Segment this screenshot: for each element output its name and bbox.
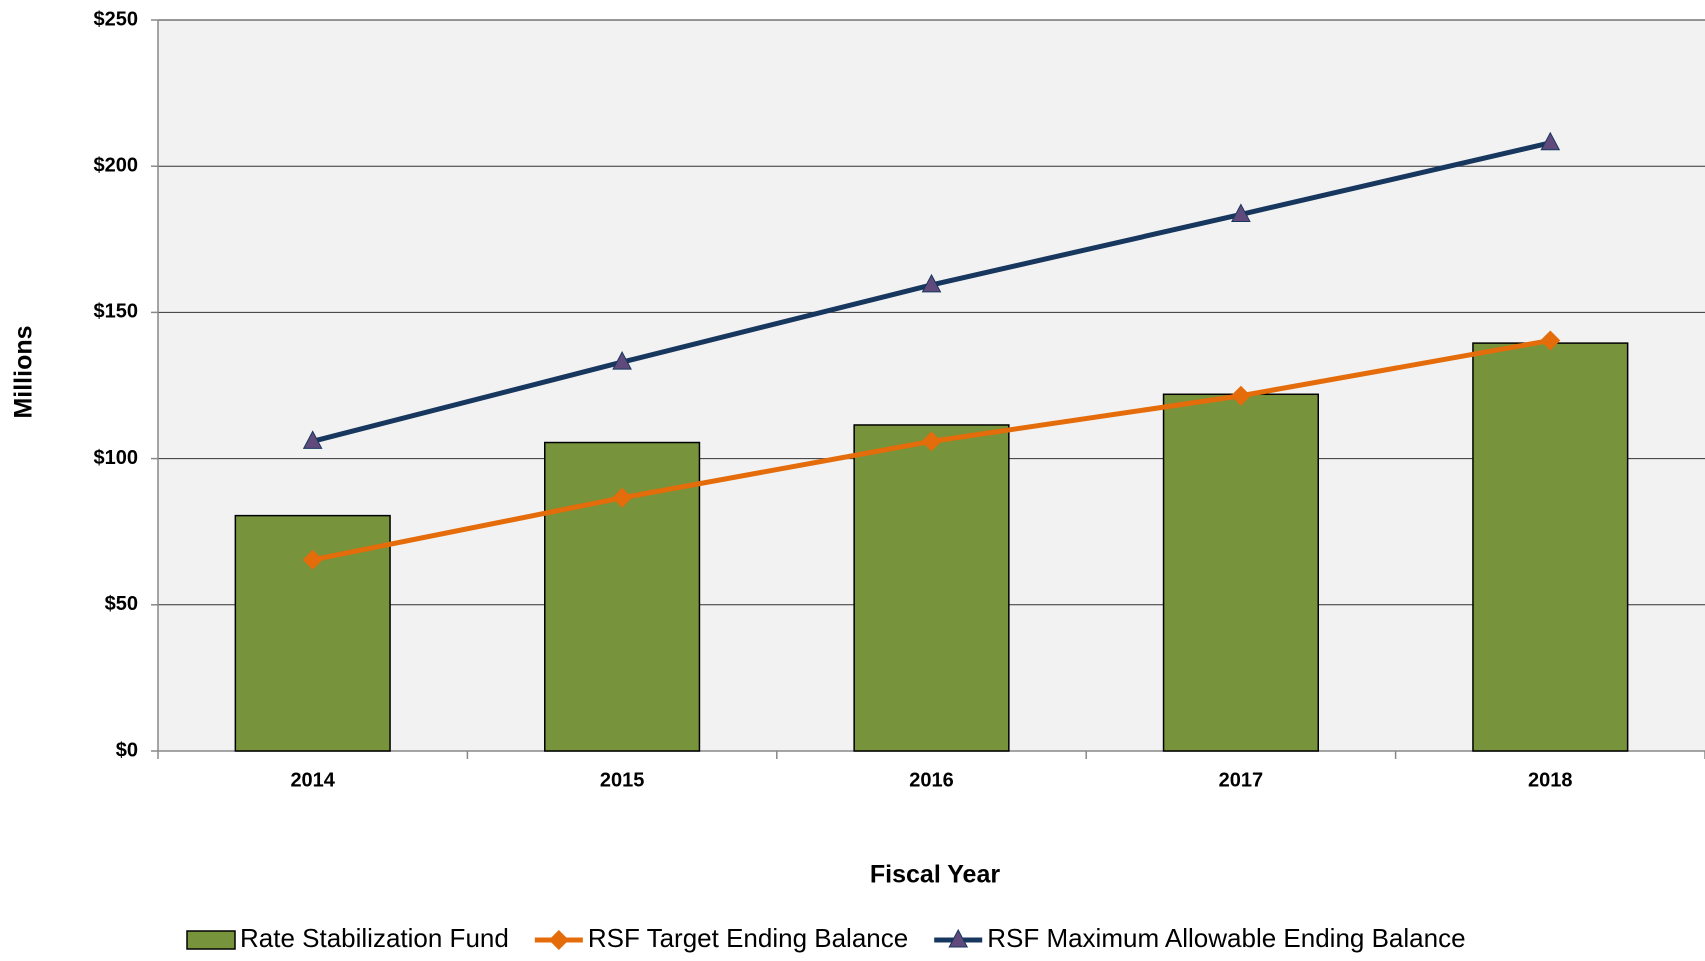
marker xyxy=(921,273,942,293)
legend-marker xyxy=(948,928,969,948)
marker xyxy=(612,487,633,508)
bar xyxy=(1162,393,1320,752)
legend-label: RSF Target Ending Balance xyxy=(588,923,908,953)
x-tick-label: 2018 xyxy=(1528,769,1573,791)
y-tick-label: $0 xyxy=(116,739,138,761)
marker xyxy=(921,431,942,452)
marker xyxy=(1540,330,1561,351)
y-tick-label: $50 xyxy=(105,593,138,615)
y-tick-label: $250 xyxy=(94,8,139,30)
legend-label: RSF Maximum Allowable Ending Balance xyxy=(987,923,1465,953)
y-axis-title: Millions xyxy=(10,325,38,418)
marker xyxy=(612,351,632,370)
x-tick-label: 2015 xyxy=(600,769,645,791)
y-tick-label: $200 xyxy=(94,154,139,176)
legend-marker xyxy=(548,930,569,950)
marker xyxy=(1230,385,1251,406)
x-tick-label: 2017 xyxy=(1219,769,1264,791)
bar xyxy=(853,424,1010,752)
marker xyxy=(302,549,323,570)
bar xyxy=(1472,342,1629,752)
x-tick-label: 2014 xyxy=(290,769,335,791)
x-axis-title: Fiscal Year xyxy=(870,861,1000,889)
marker xyxy=(1231,203,1251,222)
marker xyxy=(302,430,323,449)
y-tick-label: $150 xyxy=(94,301,139,323)
legend-swatch xyxy=(186,930,236,950)
y-tick-label: $100 xyxy=(94,447,139,469)
legend-label: Rate Stabilization Fund xyxy=(240,923,509,953)
marker xyxy=(1540,131,1561,151)
x-tick-label: 2016 xyxy=(909,769,954,791)
